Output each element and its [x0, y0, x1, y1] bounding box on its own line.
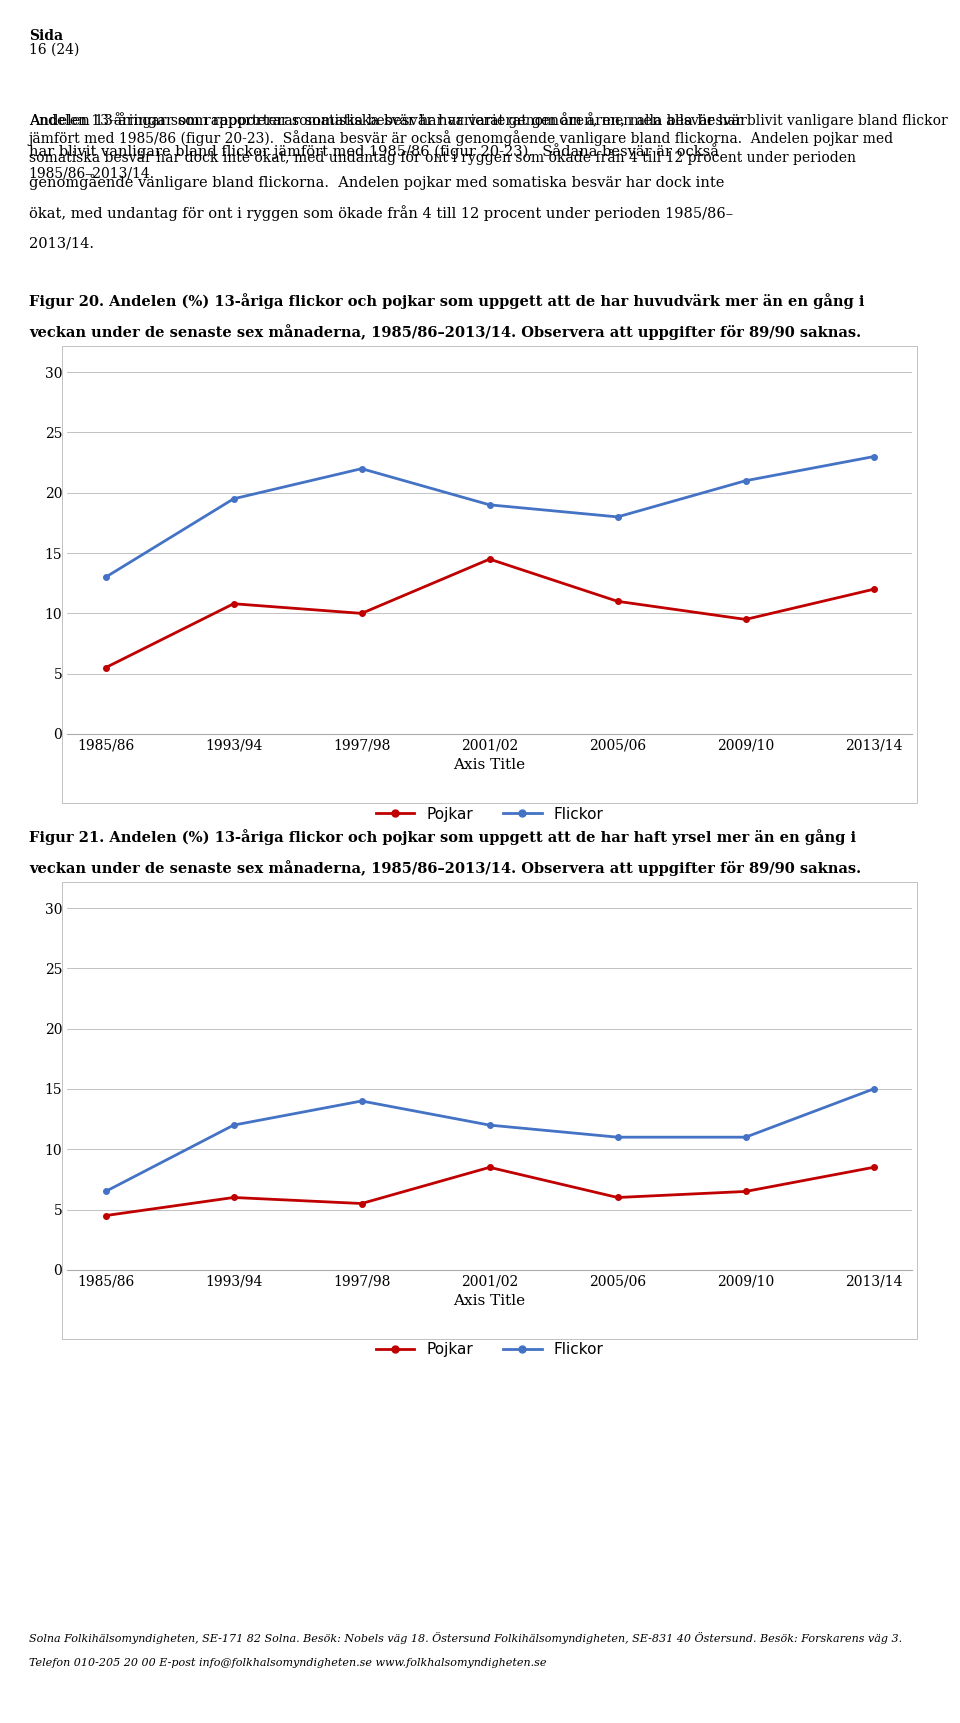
X-axis label: Axis Title: Axis Title: [453, 758, 526, 772]
Text: Andelen 13-åringar som rapporterar somatiska besvär har varierat genom åren, men: Andelen 13-åringar som rapporterar somat…: [29, 112, 948, 181]
Text: har blivit vanligare bland flickor jämfört med 1985/86 (figur 20-23).  Sådana be: har blivit vanligare bland flickor jämfö…: [29, 143, 719, 159]
Text: ökat, med undantag för ont i ryggen som ökade från 4 till 12 procent under perio: ökat, med undantag för ont i ryggen som …: [29, 205, 732, 221]
Text: genomgående vanligare bland flickorna.  Andelen pojkar med somatiska besvär har : genomgående vanligare bland flickorna. A…: [29, 174, 724, 190]
Text: Figur 20. Andelen (%) 13-åriga flickor och pojkar som uppgett att de har huvudvä: Figur 20. Andelen (%) 13-åriga flickor o…: [29, 293, 864, 308]
Text: Andelen 13-åringar som rapporterar somatiska besvär har varierat genom åren, men: Andelen 13-åringar som rapporterar somat…: [29, 112, 747, 128]
X-axis label: Axis Title: Axis Title: [453, 1294, 526, 1308]
Text: Telefon 010-205 20 00 E-post info@folkhalsomyndigheten.se www.folkhalsomyndighet: Telefon 010-205 20 00 E-post info@folkha…: [29, 1658, 546, 1668]
Text: Sida: Sida: [29, 29, 63, 43]
Legend: Pojkar, Flickor: Pojkar, Flickor: [370, 1337, 610, 1363]
Text: Solna Folkihälsomyndigheten, SE-171 82 Solna. Besök: Nobels väg 18. Östersund Fo: Solna Folkihälsomyndigheten, SE-171 82 S…: [29, 1632, 902, 1644]
Text: Figur 21. Andelen (%) 13-åriga flickor och pojkar som uppgett att de har haft yr: Figur 21. Andelen (%) 13-åriga flickor o…: [29, 829, 856, 844]
Legend: Pojkar, Flickor: Pojkar, Flickor: [370, 801, 610, 827]
Text: veckan under de senaste sex månaderna, 1985/86–2013/14. Observera att uppgifter : veckan under de senaste sex månaderna, 1…: [29, 324, 861, 339]
Text: 16 (24): 16 (24): [29, 43, 79, 57]
Text: 2013/14.: 2013/14.: [29, 236, 94, 250]
Text: veckan under de senaste sex månaderna, 1985/86–2013/14. Observera att uppgifter : veckan under de senaste sex månaderna, 1…: [29, 860, 861, 875]
